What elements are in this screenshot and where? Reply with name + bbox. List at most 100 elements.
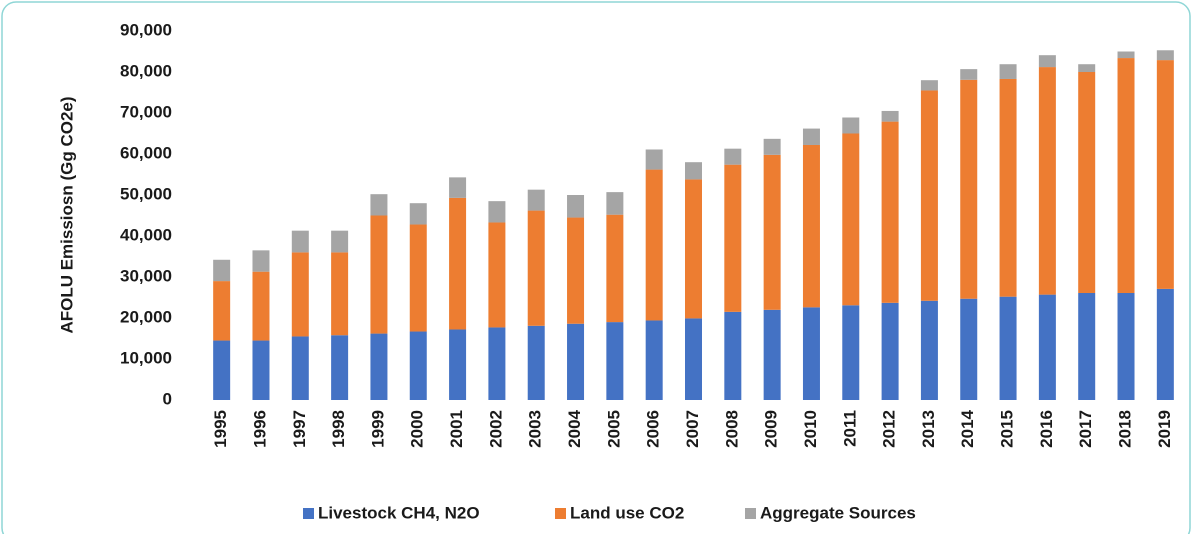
y-tick-label: 60,000 bbox=[120, 143, 172, 162]
bar-segment bbox=[331, 252, 349, 336]
bar-segment bbox=[1078, 292, 1096, 400]
bar-segment bbox=[1156, 288, 1174, 400]
y-tick-label: 50,000 bbox=[120, 184, 172, 203]
bar-segment bbox=[1038, 294, 1056, 400]
bar-segment bbox=[409, 331, 427, 400]
bar-segment bbox=[802, 307, 820, 400]
x-tick-label: 2015 bbox=[998, 410, 1017, 448]
bar-segment bbox=[488, 327, 506, 400]
bar-segment bbox=[331, 230, 349, 253]
bar-segment bbox=[567, 217, 585, 324]
bar-segment bbox=[213, 340, 231, 400]
y-tick-label: 70,000 bbox=[120, 102, 172, 121]
bar-segment bbox=[999, 78, 1017, 297]
x-tick-label: 2018 bbox=[1116, 410, 1135, 448]
bar-segment bbox=[999, 64, 1017, 79]
legend-label: Livestock CH4, N2O bbox=[318, 503, 480, 522]
bar-segment bbox=[881, 121, 899, 303]
bar-segment bbox=[1156, 50, 1174, 61]
y-axis-title: AFOLU Emissiosn (Gg CO2e) bbox=[57, 96, 76, 333]
bar-segment bbox=[409, 203, 427, 225]
bar-segment bbox=[645, 169, 663, 321]
bar-segment bbox=[960, 298, 978, 400]
bar-segment bbox=[724, 148, 742, 165]
bar-segment bbox=[449, 177, 467, 198]
bar-segment bbox=[763, 309, 781, 400]
bar-segment bbox=[252, 271, 270, 341]
x-tick-label: 2010 bbox=[801, 410, 820, 448]
y-tick-label: 30,000 bbox=[120, 266, 172, 285]
bar-segment bbox=[606, 214, 624, 323]
bar-segment bbox=[1078, 64, 1096, 72]
bar-segment bbox=[213, 281, 231, 341]
bar-segment bbox=[724, 311, 742, 400]
bar-segment bbox=[724, 164, 742, 312]
bar-segment bbox=[449, 197, 467, 330]
legend-swatch bbox=[745, 508, 756, 519]
bar-segment bbox=[1117, 292, 1135, 400]
bar-segment bbox=[567, 323, 585, 400]
y-tick-label: 20,000 bbox=[120, 307, 172, 326]
bar-segment bbox=[488, 201, 506, 223]
x-tick-label: 1995 bbox=[211, 410, 230, 448]
bar-segment bbox=[920, 80, 938, 91]
bar-segment bbox=[645, 320, 663, 400]
bar-segment bbox=[842, 133, 860, 306]
x-tick-label: 2006 bbox=[644, 410, 663, 448]
x-tick-label: 2007 bbox=[683, 410, 702, 448]
bar-segment bbox=[291, 252, 309, 337]
legend-swatch bbox=[303, 508, 314, 519]
bar-segment bbox=[370, 194, 388, 216]
y-tick-label: 90,000 bbox=[120, 20, 172, 39]
x-tick-label: 2019 bbox=[1155, 410, 1174, 448]
bar-segment bbox=[920, 90, 938, 301]
x-tick-label: 2014 bbox=[958, 409, 977, 447]
bar-segment bbox=[606, 192, 624, 215]
bar-segment bbox=[1117, 51, 1135, 59]
x-tick-label: 2005 bbox=[604, 410, 623, 448]
bar-segment bbox=[802, 128, 820, 145]
bar-segment bbox=[252, 250, 270, 272]
y-tick-label: 80,000 bbox=[120, 61, 172, 80]
bar-segment bbox=[331, 335, 349, 400]
bar-segment bbox=[488, 222, 506, 328]
bar-segment bbox=[1117, 58, 1135, 293]
x-tick-label: 2003 bbox=[526, 410, 545, 448]
bar-segment bbox=[606, 322, 624, 400]
legend-label: Aggregate Sources bbox=[760, 503, 916, 522]
bar-segment bbox=[1078, 72, 1096, 293]
bar-segment bbox=[763, 138, 781, 155]
bar-segment bbox=[527, 189, 545, 211]
x-tick-label: 2002 bbox=[486, 410, 505, 448]
bar-segment bbox=[763, 154, 781, 310]
x-tick-label: 2004 bbox=[565, 409, 584, 447]
bar-segment bbox=[842, 305, 860, 400]
bar-segment bbox=[685, 179, 702, 319]
bar-segment bbox=[449, 329, 467, 400]
y-tick-label: 40,000 bbox=[120, 225, 172, 244]
bar-segment bbox=[527, 210, 545, 326]
bar-segment bbox=[842, 117, 860, 134]
bar-segment bbox=[1038, 67, 1056, 295]
bar-segment bbox=[920, 300, 938, 400]
bar-segment bbox=[291, 230, 309, 253]
bar-segment bbox=[1156, 60, 1174, 289]
bar-segment bbox=[802, 144, 820, 308]
bar-segment bbox=[881, 110, 899, 122]
bar-segment bbox=[409, 224, 427, 332]
x-tick-label: 1996 bbox=[250, 410, 269, 448]
x-tick-label: 2016 bbox=[1037, 410, 1056, 448]
x-tick-label: 2011 bbox=[840, 410, 859, 447]
bar-segment bbox=[685, 318, 702, 400]
bar-segment bbox=[567, 195, 585, 218]
bar-segment bbox=[252, 340, 270, 400]
bar-segment bbox=[370, 333, 388, 400]
legend-swatch bbox=[555, 508, 566, 519]
x-tick-label: 2001 bbox=[447, 410, 466, 448]
y-tick-label: 0 bbox=[163, 389, 172, 408]
x-tick-label: 1998 bbox=[329, 410, 348, 448]
x-tick-label: 2013 bbox=[919, 410, 938, 448]
bar-segment bbox=[370, 215, 388, 334]
